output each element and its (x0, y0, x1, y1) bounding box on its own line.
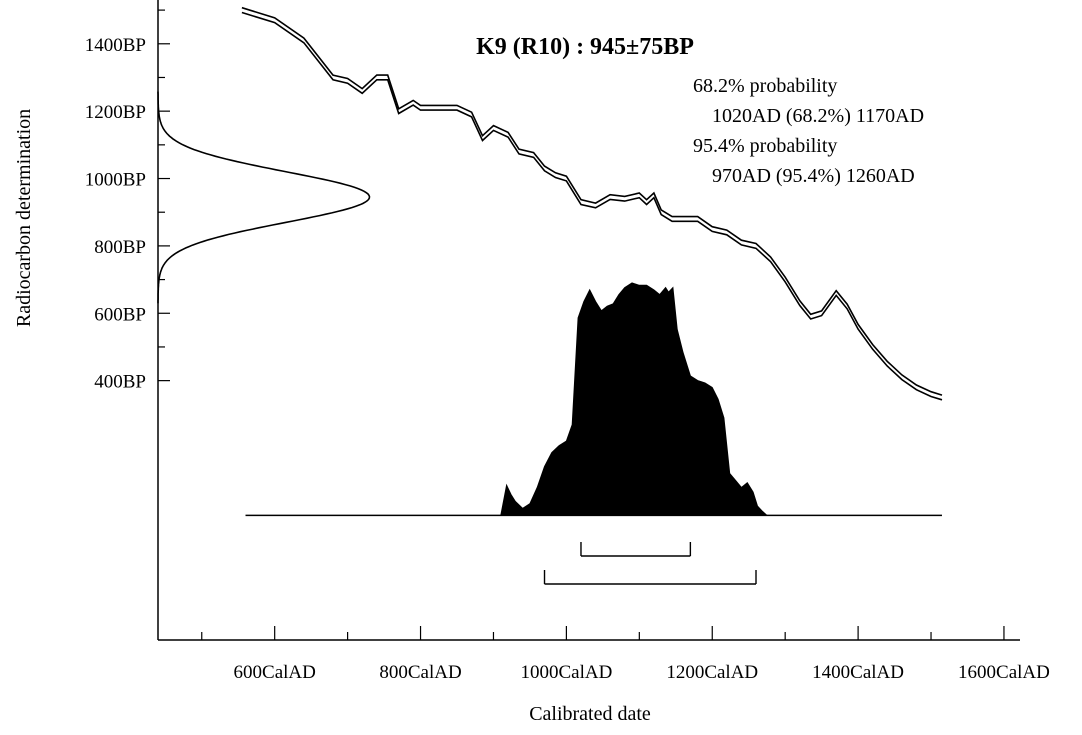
annotation-95-label: 95.4% probability (693, 135, 837, 157)
ranges-layer (543, 542, 757, 585)
calibration-curve-upper (241, 6, 943, 396)
y-tick-label-800: 800BP (94, 237, 146, 258)
y-tick-label-400: 400BP (94, 372, 146, 393)
radiocarbon-distribution-layer (157, 91, 371, 304)
range-bracket-95-4pct (543, 570, 757, 585)
x-axis-title: Calibrated date (529, 703, 651, 725)
radiocarbon-distribution-curve (157, 91, 371, 304)
y-tick-label-600: 600BP (94, 304, 146, 325)
range-bracket-68-2pct (580, 542, 692, 557)
annotation-68-label: 68.2% probability (693, 75, 837, 97)
x-tick-label-1000: 1000CalAD (520, 662, 612, 683)
calibration-curve-lower (241, 11, 943, 401)
chart-title: K9 (R10) : 945±75BP (476, 34, 694, 60)
calibrated-distribution-area (500, 282, 769, 516)
x-tick-label-1600: 1600CalAD (958, 662, 1050, 683)
annotation-95-range: 970AD (95.4%) 1260AD (712, 165, 915, 187)
calibrated-distribution-layer (245, 282, 942, 517)
x-tick-label-1400: 1400CalAD (812, 662, 904, 683)
y-axis-title: Radiocarbon determination (13, 109, 35, 327)
calibration-curve-layer (241, 6, 943, 401)
y-tick-label-1200: 1200BP (85, 102, 146, 123)
y-tick-label-1000: 1000BP (85, 170, 146, 191)
ticks-layer: 600CalAD 800CalAD 1000CalAD 1200CalAD 1400Ca… (85, 9, 1050, 683)
x-tick-label-600: 600CalAD (234, 662, 316, 683)
y-tick-label-1400: 1400BP (85, 35, 146, 56)
annotation-68-range: 1020AD (68.2%) 1170AD (712, 105, 924, 127)
x-tick-label-1200: 1200CalAD (666, 662, 758, 683)
x-tick-label-800: 800CalAD (379, 662, 461, 683)
